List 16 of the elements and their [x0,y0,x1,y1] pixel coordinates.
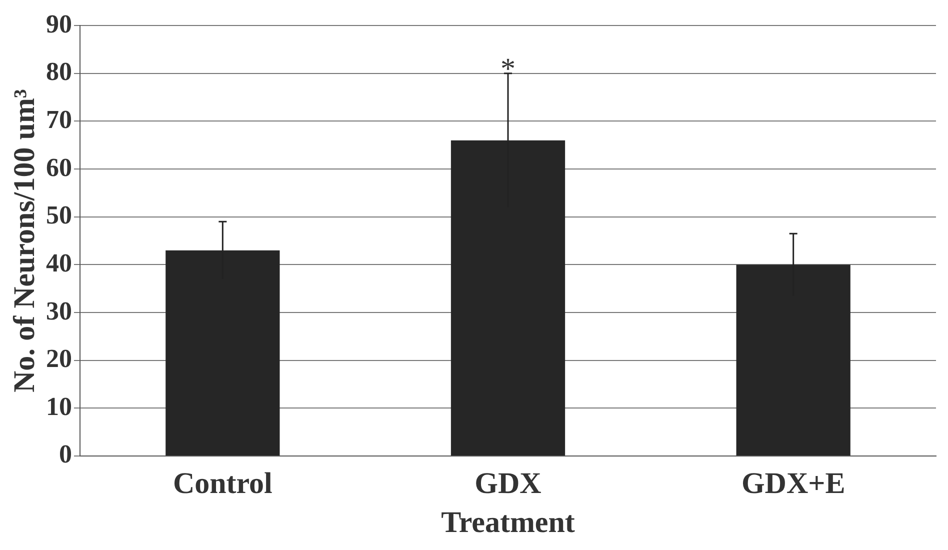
x-axis-title: Treatment [441,506,575,539]
y-tick-label: 50 [46,200,72,230]
y-tick-label: 10 [46,392,72,421]
y-tick-label: 20 [46,344,72,374]
y-tick-label: 90 [46,9,72,38]
x-tick-label: GDX+E [741,466,846,500]
y-tick-label: 30 [46,296,72,326]
y-axis-title: No. of Neurons/100 um³ [8,89,41,393]
y-tick-label: 0 [59,440,72,469]
x-tick-label: Control [172,466,272,500]
y-tick-label: 40 [46,248,72,278]
x-tick-label: GDX [474,466,542,500]
y-tick-label: 60 [46,152,72,182]
y-tick-label: 80 [46,57,72,86]
y-tick-label: 70 [46,104,72,134]
annotation: * [500,52,516,86]
